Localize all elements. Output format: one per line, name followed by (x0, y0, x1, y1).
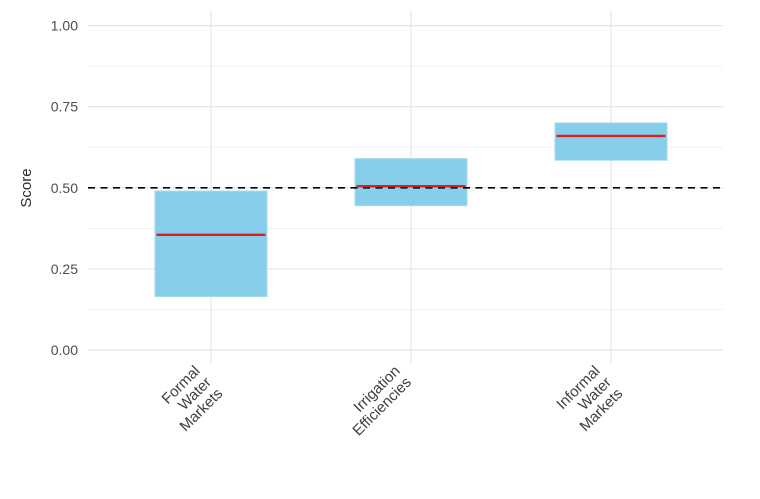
crossbar-box (354, 158, 468, 207)
x-axis-label: InformalWaterMarkets (553, 363, 626, 436)
y-tick-label: 1.00 (51, 18, 78, 34)
crossbar-box (554, 122, 668, 161)
x-axis-label: IrrigationEfficiencies (338, 363, 415, 440)
crossbar-box (154, 190, 268, 297)
y-tick-label: 0.00 (51, 342, 78, 358)
x-axis-label: FormalWaterMarkets (154, 363, 226, 435)
y-tick-label: 0.25 (51, 261, 78, 277)
y-axis-title: Score (18, 168, 35, 207)
y-tick-label: 0.75 (51, 99, 78, 115)
y-tick-label: 0.50 (51, 180, 78, 196)
